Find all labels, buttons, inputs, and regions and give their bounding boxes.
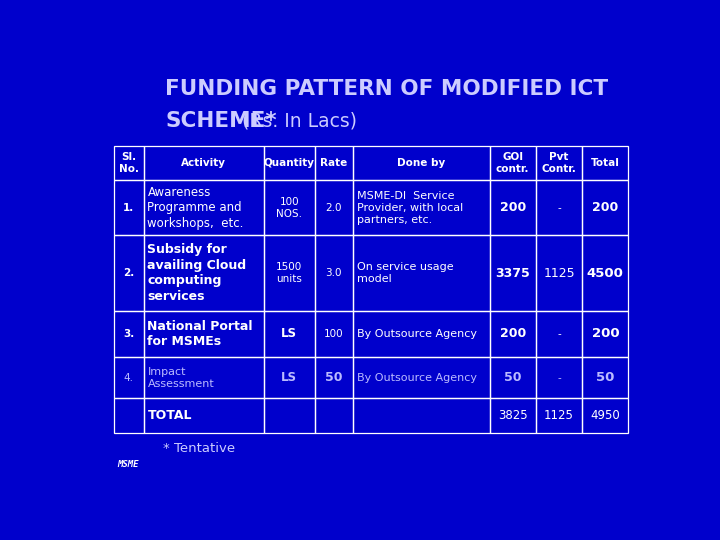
Bar [536, 180, 582, 235]
Text: Total: Total [591, 158, 620, 168]
Bar [490, 399, 536, 433]
Text: 2.0: 2.0 [325, 202, 342, 213]
Bar [353, 180, 490, 235]
Bar [353, 311, 490, 357]
Bar [536, 399, 582, 433]
Text: Quantity: Quantity [264, 158, 315, 168]
Text: 4950: 4950 [590, 409, 620, 422]
Text: * Tentative: * Tentative [163, 442, 235, 455]
Text: 200: 200 [500, 201, 526, 214]
Bar [582, 146, 629, 180]
Bar [143, 180, 264, 235]
Bar [490, 357, 536, 399]
Text: 100: 100 [324, 329, 343, 339]
Text: -: - [557, 373, 561, 383]
Bar [490, 235, 536, 311]
Bar [114, 146, 143, 180]
Bar [143, 357, 264, 399]
Text: MSME-DI  Service
Provider, with local
partners, etc.: MSME-DI Service Provider, with local par… [356, 191, 463, 225]
Bar [315, 399, 353, 433]
Bar [536, 235, 582, 311]
Text: 3375: 3375 [495, 267, 530, 280]
Text: 3.: 3. [123, 329, 135, 339]
Text: 50: 50 [325, 372, 343, 384]
Bar [315, 146, 353, 180]
Bar [490, 311, 536, 357]
Text: 200: 200 [592, 201, 618, 214]
Bar [264, 311, 315, 357]
Text: 2.: 2. [123, 268, 135, 278]
Bar [582, 235, 629, 311]
Text: Pvt
Contr.: Pvt Contr. [541, 152, 577, 174]
Text: 1125: 1125 [543, 267, 575, 280]
Text: National Portal
for MSMEs: National Portal for MSMEs [148, 320, 253, 348]
Bar [582, 180, 629, 235]
Text: 4500: 4500 [587, 267, 624, 280]
Text: MSME: MSME [117, 460, 138, 469]
Text: 50: 50 [596, 372, 614, 384]
Text: 1.: 1. [123, 202, 135, 213]
Text: 50: 50 [504, 372, 521, 384]
Text: 3825: 3825 [498, 409, 528, 422]
Bar [490, 180, 536, 235]
Text: Subsidy for
availing Cloud
computing
services: Subsidy for availing Cloud computing ser… [148, 243, 246, 303]
Bar [114, 180, 143, 235]
Bar [114, 235, 143, 311]
Text: On service usage
model: On service usage model [356, 262, 454, 284]
Text: -: - [557, 329, 561, 339]
Text: By Outsource Agency: By Outsource Agency [356, 373, 477, 383]
Bar [353, 235, 490, 311]
Bar [353, 146, 490, 180]
Bar [264, 235, 315, 311]
Text: FUNDING PATTERN OF MODIFIED ICT: FUNDING PATTERN OF MODIFIED ICT [166, 79, 608, 99]
Text: 4.: 4. [124, 373, 134, 383]
Text: (Rs. In Lacs): (Rs. In Lacs) [230, 111, 356, 130]
Bar [114, 357, 143, 399]
Text: 3.0: 3.0 [325, 268, 342, 278]
Bar [264, 399, 315, 433]
Text: Done by: Done by [397, 158, 445, 168]
Bar [143, 235, 264, 311]
Text: SCHEME*: SCHEME* [166, 111, 277, 131]
Bar [536, 311, 582, 357]
Bar [353, 399, 490, 433]
Text: LS: LS [282, 327, 297, 341]
Bar [264, 146, 315, 180]
Bar [536, 146, 582, 180]
Bar [582, 357, 629, 399]
Bar [264, 180, 315, 235]
Bar [114, 399, 143, 433]
Text: 200: 200 [500, 327, 526, 341]
Bar [143, 311, 264, 357]
Text: Activity: Activity [181, 158, 226, 168]
Text: 200: 200 [592, 327, 619, 341]
Bar [114, 311, 143, 357]
Bar [582, 311, 629, 357]
Bar [264, 357, 315, 399]
Bar [582, 399, 629, 433]
Bar [490, 146, 536, 180]
Text: Impact
Assessment: Impact Assessment [148, 367, 215, 389]
Text: Awareness
Programme and
workshops,  etc.: Awareness Programme and workshops, etc. [148, 186, 244, 230]
Text: -: - [557, 202, 561, 213]
Text: Rate: Rate [320, 158, 348, 168]
Bar [353, 357, 490, 399]
Bar [143, 399, 264, 433]
Text: 1125: 1125 [544, 409, 574, 422]
Text: GOI
contr.: GOI contr. [496, 152, 529, 174]
Bar [315, 235, 353, 311]
Text: Sl.
No.: Sl. No. [119, 152, 139, 174]
Text: 1500
units: 1500 units [276, 262, 302, 284]
Bar [315, 180, 353, 235]
Text: 100
NOS.: 100 NOS. [276, 197, 302, 219]
Bar [143, 146, 264, 180]
Text: By Outsource Agency: By Outsource Agency [356, 329, 477, 339]
Bar [315, 357, 353, 399]
Bar [315, 311, 353, 357]
Text: TOTAL: TOTAL [148, 409, 192, 422]
Bar [536, 357, 582, 399]
Text: LS: LS [282, 372, 297, 384]
